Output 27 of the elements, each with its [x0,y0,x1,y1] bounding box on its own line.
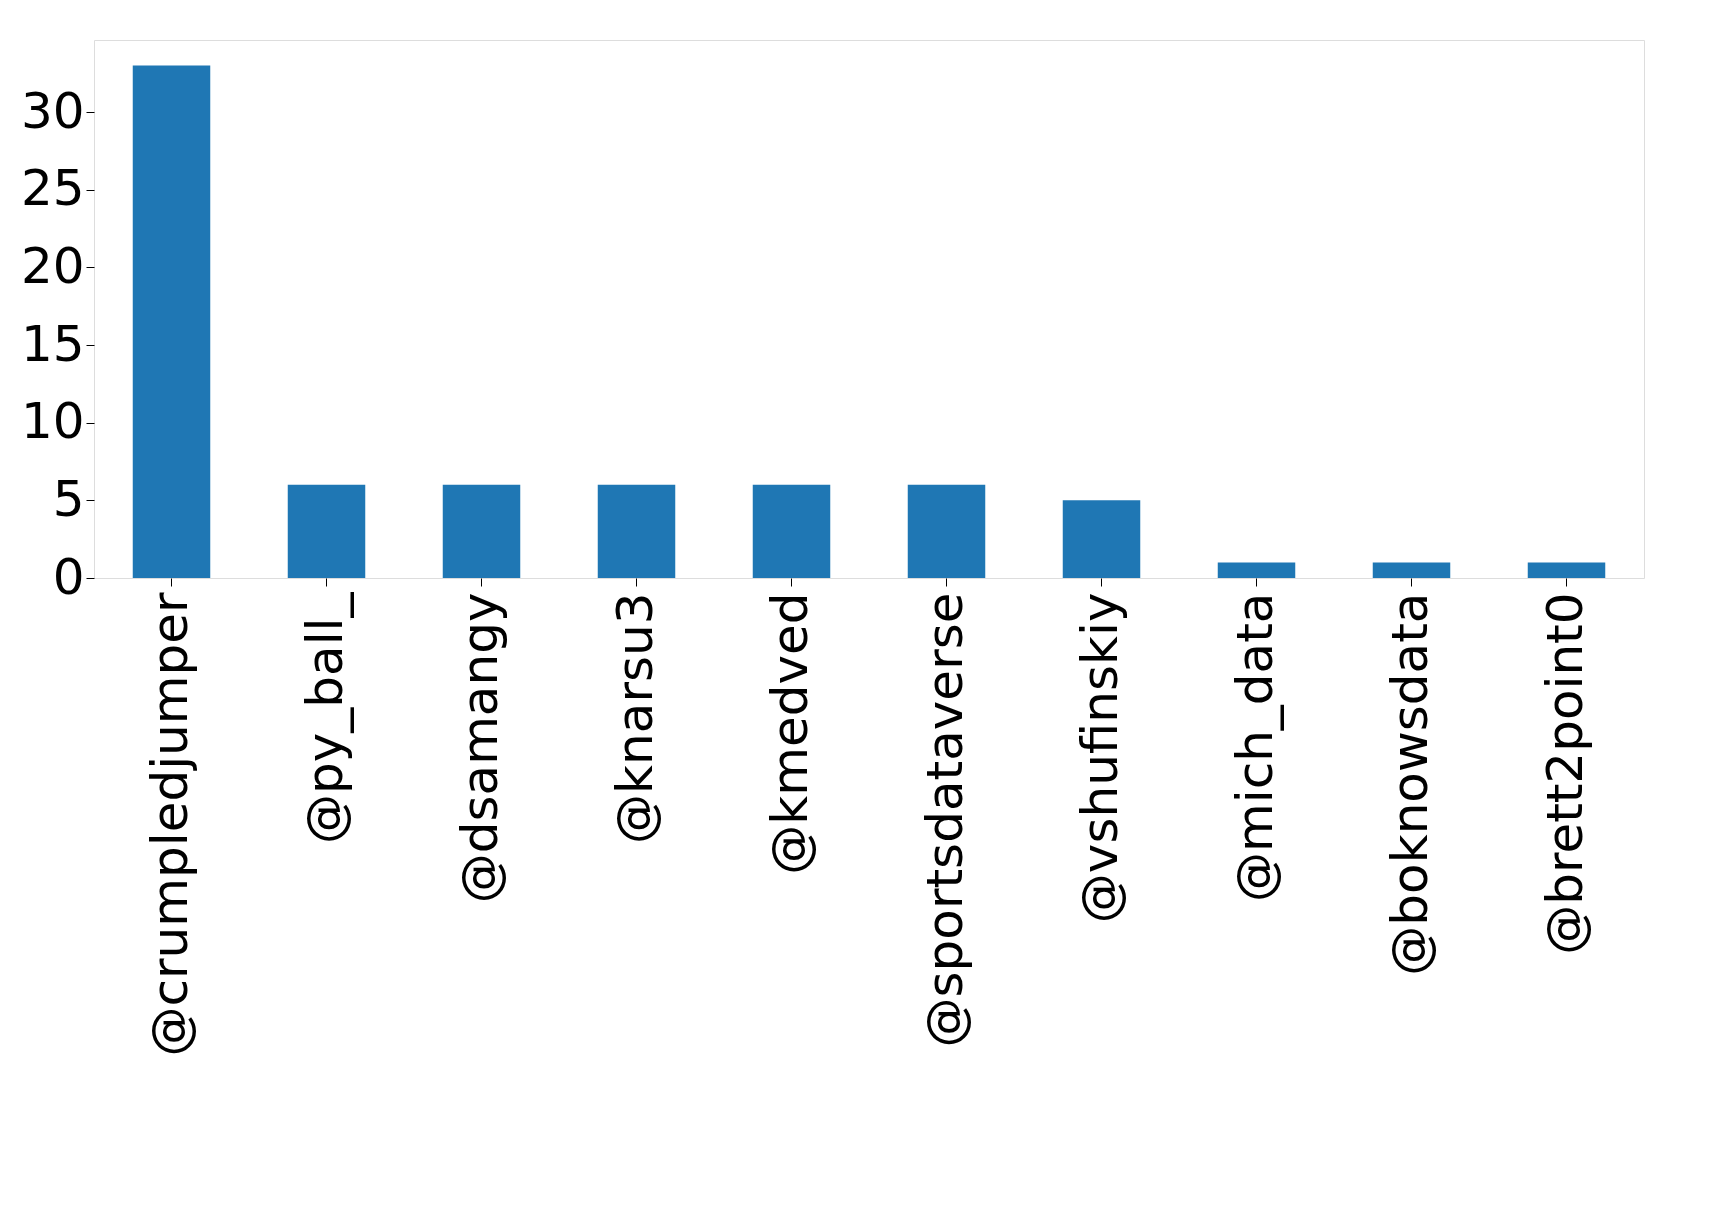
bar [752,484,831,578]
x-tick-label: @crumpledjumper [140,592,199,1057]
y-tick-label: 0 [52,547,85,606]
bar [1372,562,1451,578]
y-tick-label: 20 [20,236,85,295]
bar [442,484,521,578]
x-tick-label: @dsamangy [450,592,509,904]
x-tick-label: @knarsu3 [605,592,664,844]
bar [1217,562,1296,578]
x-tick-label: @kmedved [760,592,819,875]
y-tick-label: 30 [20,81,85,140]
bar [287,484,366,578]
y-tick-label: 15 [20,314,85,373]
x-tick-label: @sportsdataverse [915,592,974,1048]
bar [597,484,676,578]
bar [907,484,986,578]
y-tick-label: 25 [20,159,85,218]
y-tick-label: 5 [52,469,85,528]
x-tick-label: @brett2point0 [1535,592,1594,955]
x-tick-label: @boknowsdata [1380,592,1439,976]
bar [132,65,211,578]
bar [1527,562,1606,578]
x-tick-label: @vshufinskiy [1070,592,1129,924]
bar [1062,500,1141,578]
x-tick-label: @mich_data [1225,592,1284,902]
y-tick-label: 10 [20,392,85,451]
x-tick-label: @py_ball_ [295,591,354,844]
